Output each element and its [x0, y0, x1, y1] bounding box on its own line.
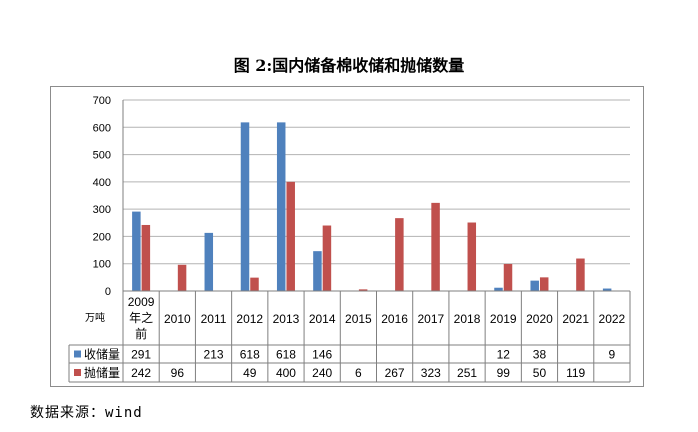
y-tick-label: 0 — [105, 286, 111, 298]
category-label: 2013 — [273, 312, 300, 326]
category-label: 2022 — [599, 312, 626, 326]
bar-paochu — [395, 218, 404, 291]
bar-paochu — [177, 264, 187, 291]
bar-paochu — [358, 289, 368, 291]
legend-key-paochu — [74, 369, 81, 376]
bar-paochu — [503, 263, 513, 291]
data-label: 99 — [497, 366, 511, 380]
bar-shouchu — [276, 122, 286, 291]
y-tick-label: 600 — [93, 122, 111, 134]
bar-paochu — [431, 202, 440, 291]
y-tick-label: 700 — [93, 95, 111, 107]
data-label: 146 — [312, 348, 332, 362]
bar-paochu — [141, 224, 151, 291]
data-label: 400 — [276, 366, 296, 380]
data-label: 119 — [566, 366, 585, 380]
bar-paochu — [539, 277, 549, 291]
data-label: 323 — [421, 366, 441, 380]
data-label: 242 — [131, 366, 151, 380]
data-label: 213 — [204, 348, 224, 362]
legend-key-shouchu — [74, 350, 81, 358]
category-label: 2016 — [381, 312, 408, 326]
y-tick-label: 400 — [93, 177, 111, 189]
data-label: 12 — [497, 348, 511, 362]
category-label: 2020 — [526, 312, 553, 326]
bar-paochu — [250, 277, 259, 291]
category-label: 2009 年之前 — [128, 295, 155, 341]
category-label: 2014 — [309, 312, 336, 326]
data-label: 267 — [385, 366, 405, 380]
category-label: 2017 — [417, 312, 444, 326]
bar-paochu — [286, 181, 295, 291]
bar-shouchu — [602, 288, 612, 291]
data-label: 96 — [171, 366, 185, 380]
legend-label: 收储量 — [84, 347, 120, 362]
y-axis-unit: 万吨 — [85, 311, 105, 324]
data-label: 49 — [243, 366, 257, 380]
bar-chart: 0 100 200 300 400 500 600 700 万吨 2009 年之前 2010 2011 2… — [68, 95, 631, 383]
category-label: 2019 — [490, 312, 517, 326]
data-label: 240 — [312, 366, 332, 380]
bar-shouchu — [240, 122, 250, 291]
data-label: 251 — [457, 366, 477, 380]
y-tick-label: 300 — [93, 204, 111, 216]
category-label: 2011 — [201, 312, 227, 326]
chart-frame: 0 100 200 300 400 500 600 700 万吨 2009 年之前 2010 2011 2… — [50, 86, 644, 387]
bar-shouchu — [494, 287, 503, 291]
category-label: 2012 — [236, 312, 263, 326]
y-tick-label: 200 — [93, 231, 111, 243]
data-label: 291 — [131, 348, 151, 362]
bar-shouchu — [530, 280, 539, 291]
category-label: 2010 — [164, 312, 191, 326]
category-label: 2018 — [454, 312, 481, 326]
category-label: 2021 — [562, 312, 589, 326]
bar-paochu — [576, 258, 585, 291]
bar-shouchu — [132, 211, 141, 291]
bar-shouchu — [204, 232, 214, 291]
data-label: 618 — [240, 348, 260, 362]
bar-paochu — [467, 222, 477, 291]
y-tick-label: 500 — [93, 150, 111, 162]
bar-paochu — [322, 225, 332, 291]
y-tick-label: 100 — [93, 259, 111, 271]
data-label: 50 — [533, 366, 547, 380]
data-label: 38 — [533, 348, 547, 362]
source-note: 数据来源：wind — [30, 405, 143, 421]
data-label: 618 — [276, 348, 296, 362]
chart-title: 图 2:国内储备棉收储和抛储数量 — [233, 56, 465, 75]
bar-shouchu — [313, 251, 322, 291]
legend-label: 抛储量 — [84, 365, 120, 380]
category-label: 2015 — [345, 312, 372, 326]
data-label: 9 — [609, 348, 616, 362]
data-label: 6 — [355, 366, 362, 380]
